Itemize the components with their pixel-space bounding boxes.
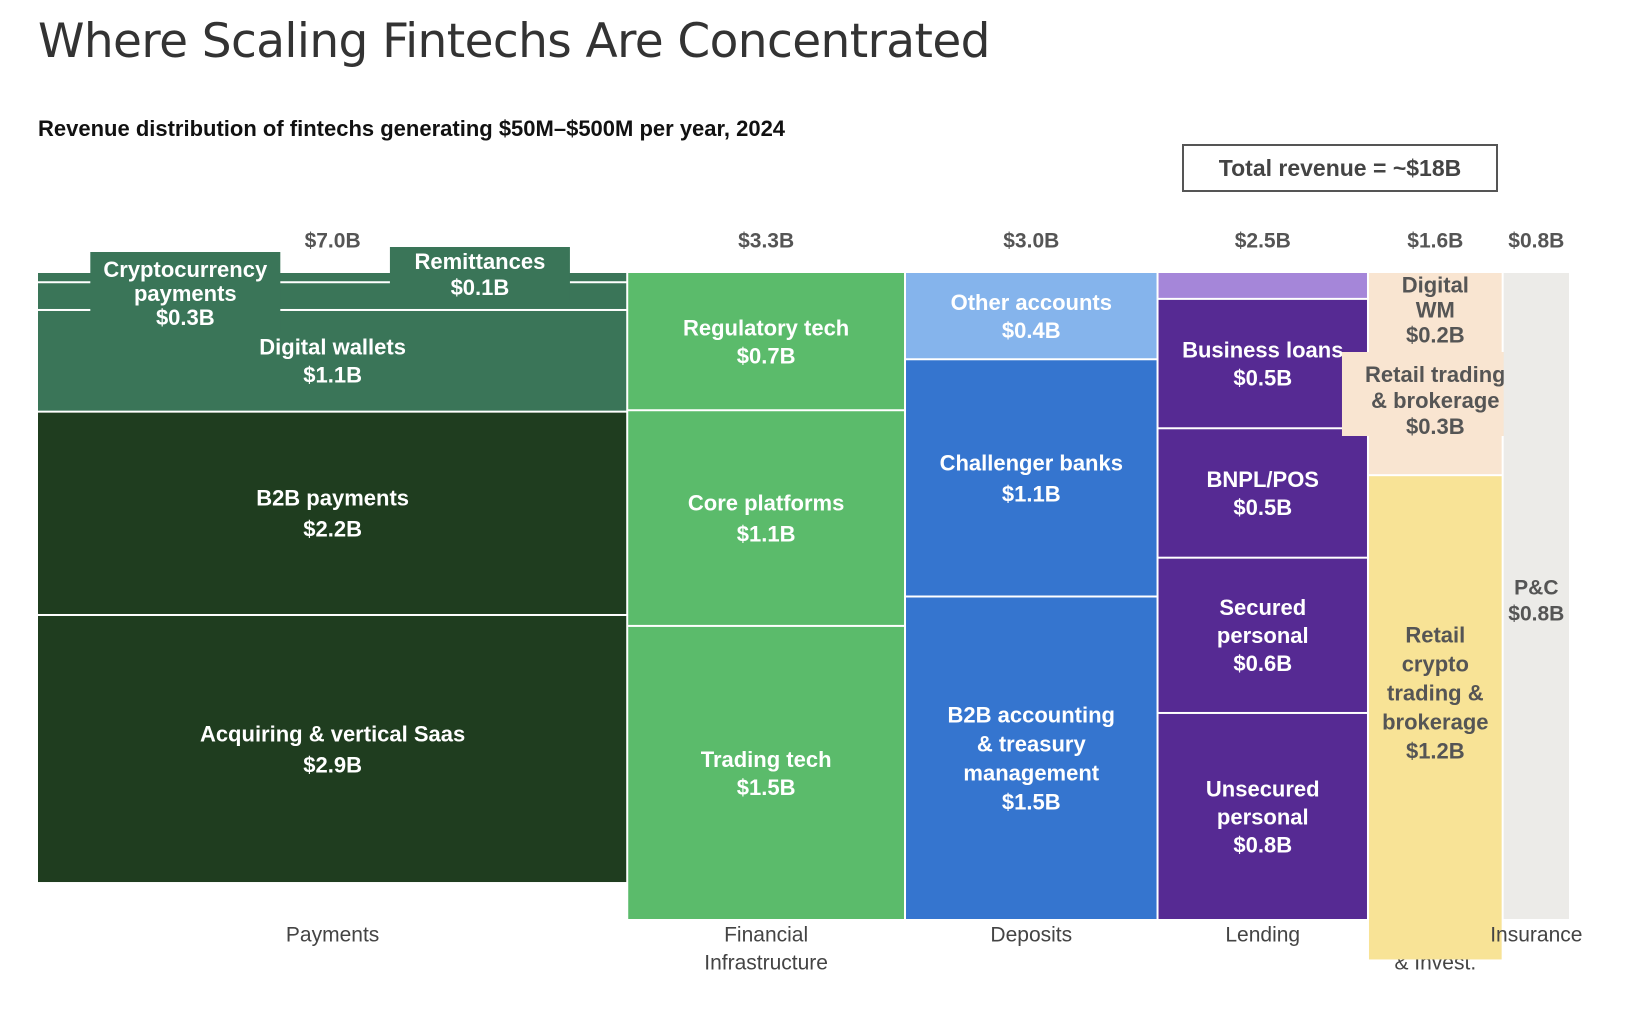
segment-label-pandc: P&C $0.8B [1508, 577, 1564, 626]
segment-acquiring-and-vertical-saas [38, 615, 627, 883]
category-label-deposits: Deposits [990, 924, 1072, 947]
segment-label-digital-wm: Digital WM $0.2B [1402, 272, 1469, 347]
chart-subtitle: Revenue distribution of fintechs generat… [38, 116, 786, 141]
segment-label-core-platforms: Core platforms $1.1B [688, 490, 844, 546]
segment-business-loans [1158, 299, 1367, 428]
segment-unsecured-personal [1158, 713, 1367, 919]
segment-regulatory-tech [628, 273, 905, 410]
segment-label-b2b-payments: B2B payments $2.2B [256, 486, 409, 542]
total-revenue-label: Total revenue = ~$18B [1218, 154, 1462, 181]
category-label-payments: Payments [286, 924, 379, 947]
segment-bnpl-pos [1158, 429, 1367, 557]
segment-label-challenger-banks: Challenger banks $1.1B [940, 450, 1123, 506]
column-total-deposits: $3.0B [1003, 230, 1059, 253]
chart-title: Where Scaling Fintechs Are Concentrated [38, 14, 990, 69]
segment-label-unsecured-personal: Unsecured personal $0.8B [1206, 776, 1320, 857]
segment-b2b-payments [38, 412, 627, 614]
callout-box-remittances [389, 247, 570, 301]
callout-box-retail-trading-and-brokerage [1341, 352, 1529, 436]
segment-core-platforms [628, 411, 905, 625]
segment-trading-tech [628, 626, 905, 919]
callout-box-cryptocurrency-payments [90, 252, 281, 332]
segment-label-secured-personal: Secured personal $0.6B [1217, 595, 1309, 676]
segment-label-acquiring-and-vertical-saas: Acquiring & vertical Saas $2.9B [200, 721, 465, 777]
column-total-lending: $2.5B [1235, 230, 1291, 253]
category-label-lending: Lending [1225, 924, 1300, 947]
segment-label-cryptocurrency-payments: Cryptocurrency payments $0.3B [103, 257, 268, 330]
total-revenue-box: Total revenue = ~$18B [1182, 144, 1498, 192]
segment-pandc [1503, 273, 1569, 919]
column-total-payments: $7.0B [305, 230, 361, 253]
segment-label-retail-trading-and-brokerage: Retail trading & brokerage $0.3B [1365, 362, 1506, 439]
segment-lending-other [1158, 273, 1367, 298]
segment-digital-wm [1368, 273, 1502, 353]
segment-label-digital-wallets: Digital wallets $1.1B [259, 335, 406, 388]
category-label-insurance: Insurance [1490, 924, 1582, 947]
segment-challenger-banks [906, 360, 1157, 596]
segment-label-remittances: Remittances $0.1B [415, 249, 546, 300]
segment-label-b2b-accounting-and-treasury-management: B2B accounting & treasury management $1.5B [948, 703, 1115, 815]
segment-label-regulatory-tech: Regulatory tech $0.7B [683, 316, 849, 369]
segment-label-bnpl-pos: BNPL/POS $0.5B [1207, 467, 1319, 520]
category-label-financial-infrastructure: Financial Infrastructure [704, 924, 828, 975]
column-total-insurance: $0.8B [1508, 230, 1564, 253]
segment-b2b-accounting-and-treasury-management [906, 597, 1157, 919]
segment-secured-personal [1158, 558, 1367, 712]
segment-other-accounts [906, 273, 1157, 359]
segment-remittances [38, 273, 627, 282]
segment-label-trading-tech: Trading tech $1.5B [701, 747, 832, 800]
column-total-trading-and-invest: $1.6B [1407, 230, 1463, 253]
column-total-financial-infrastructure: $3.3B [738, 230, 794, 253]
segment-label-retail-crypto-trading-and-brokerage: Retail crypto trading & brokerage $1.2B [1382, 623, 1488, 764]
segment-label-other-accounts: Other accounts $0.4B [951, 290, 1112, 343]
segment-retail-crypto-trading-and-brokerage [1368, 476, 1502, 960]
segment-label-business-loans: Business loans $0.5B [1182, 338, 1343, 391]
